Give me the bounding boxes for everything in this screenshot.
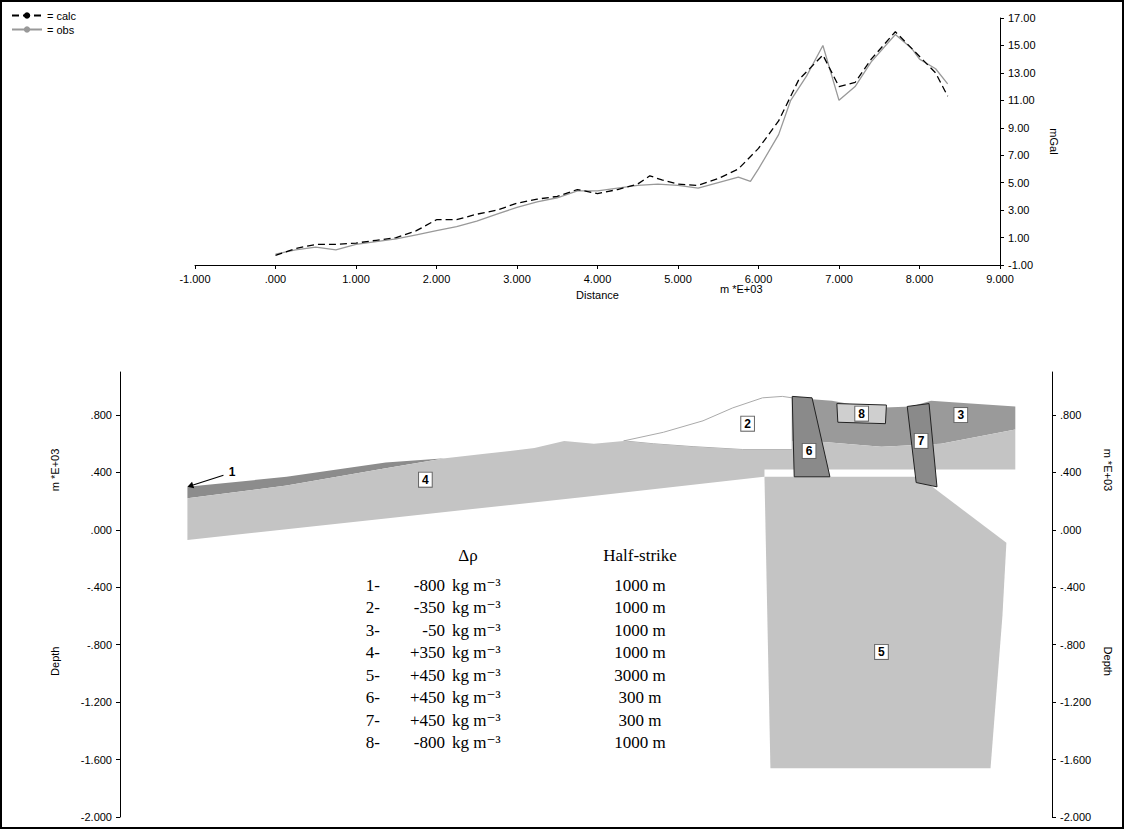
svg-text:kg m⁻³: kg m⁻³ [452, 711, 501, 730]
svg-text:-1.200: -1.200 [81, 696, 112, 708]
svg-text:15.00: 15.00 [1008, 39, 1036, 51]
svg-text:-800: -800 [414, 733, 445, 752]
svg-text:9.000: 9.000 [986, 273, 1014, 285]
svg-text:-1.200: -1.200 [1060, 696, 1091, 708]
svg-text:kg m⁻³: kg m⁻³ [452, 576, 501, 595]
svg-text:11.00: 11.00 [1008, 94, 1035, 106]
svg-text:2: 2 [744, 417, 751, 431]
svg-text:8: 8 [858, 407, 865, 421]
svg-text:1000 m: 1000 m [614, 643, 665, 662]
svg-text:-.800: -.800 [1060, 639, 1085, 651]
svg-text:kg m⁻³: kg m⁻³ [452, 733, 501, 752]
svg-text:+450: +450 [410, 666, 445, 685]
svg-text:kg m⁻³: kg m⁻³ [452, 688, 501, 707]
svg-text:1: 1 [229, 465, 236, 479]
svg-text:-50: -50 [422, 621, 445, 640]
svg-text:m *E+03: m *E+03 [720, 283, 763, 295]
svg-text:.000: .000 [91, 524, 112, 536]
svg-text:3.000: 3.000 [503, 273, 531, 285]
svg-text:Δρ: Δρ [458, 546, 477, 565]
svg-text:= calc: = calc [47, 10, 77, 22]
svg-text:7.000: 7.000 [825, 273, 853, 285]
svg-text:-1.600: -1.600 [81, 754, 112, 766]
svg-text:+350: +350 [410, 643, 445, 662]
svg-text:4: 4 [422, 473, 429, 487]
svg-text:1000 m: 1000 m [614, 576, 665, 595]
svg-text:3.00: 3.00 [1008, 204, 1029, 216]
svg-text:= obs: = obs [47, 24, 75, 36]
svg-text:-.400: -.400 [87, 581, 112, 593]
svg-text:kg m⁻³: kg m⁻³ [452, 666, 501, 685]
svg-text:-350: -350 [414, 598, 445, 617]
svg-text:Distance: Distance [576, 289, 619, 301]
svg-text:2-: 2- [366, 598, 381, 617]
svg-text:5.00: 5.00 [1008, 177, 1029, 189]
svg-text:.000: .000 [265, 273, 286, 285]
svg-text:m *E+03: m *E+03 [49, 449, 61, 492]
svg-text:3-: 3- [366, 621, 381, 640]
svg-text:Depth: Depth [49, 647, 61, 676]
svg-text:1.00: 1.00 [1008, 232, 1029, 244]
svg-text:+450: +450 [410, 688, 445, 707]
svg-text:5-: 5- [366, 666, 381, 685]
svg-text:8-: 8- [366, 733, 381, 752]
svg-text:4.000: 4.000 [584, 273, 612, 285]
svg-text:1.000: 1.000 [342, 273, 370, 285]
svg-text:4-: 4- [366, 643, 381, 662]
svg-text:.000: .000 [1060, 524, 1081, 536]
svg-text:.800: .800 [91, 409, 112, 421]
svg-text:1000 m: 1000 m [614, 733, 665, 752]
svg-text:mGal: mGal [1048, 128, 1060, 154]
svg-text:1000 m: 1000 m [614, 621, 665, 640]
svg-text:2.000: 2.000 [423, 273, 451, 285]
svg-text:.400: .400 [91, 466, 112, 478]
svg-text:17.00: 17.00 [1008, 12, 1036, 24]
svg-text:300 m: 300 m [619, 711, 662, 730]
svg-text:-1.600: -1.600 [1060, 754, 1091, 766]
svg-text:3: 3 [957, 408, 964, 422]
svg-text:-2.000: -2.000 [1060, 811, 1091, 823]
svg-text:kg m⁻³: kg m⁻³ [452, 598, 501, 617]
svg-text:Half-strike: Half-strike [603, 546, 677, 565]
svg-text:8.000: 8.000 [906, 273, 934, 285]
svg-text:9.00: 9.00 [1008, 122, 1029, 134]
svg-text:-2.000: -2.000 [81, 811, 112, 823]
svg-text:3000 m: 3000 m [614, 666, 665, 685]
svg-text:Depth: Depth [1102, 647, 1114, 676]
svg-text:-.800: -.800 [87, 639, 112, 651]
svg-text:5.000: 5.000 [664, 273, 692, 285]
svg-text:-.400: -.400 [1060, 581, 1085, 593]
svg-text:6.000: 6.000 [745, 273, 773, 285]
svg-text:1-: 1- [366, 576, 381, 595]
svg-text:6-: 6- [366, 688, 381, 707]
svg-text:5: 5 [878, 645, 885, 659]
svg-text:.400: .400 [1060, 466, 1081, 478]
svg-text:+450: +450 [410, 711, 445, 730]
svg-text:7: 7 [918, 434, 925, 448]
svg-text:6: 6 [806, 444, 813, 458]
svg-text:7.00: 7.00 [1008, 149, 1029, 161]
svg-text:1000 m: 1000 m [614, 598, 665, 617]
svg-text:m *E+03: m *E+03 [1102, 449, 1114, 492]
svg-text:300 m: 300 m [619, 688, 662, 707]
svg-text:7-: 7- [366, 711, 381, 730]
svg-text:-1.00: -1.00 [1008, 259, 1033, 271]
svg-text:kg m⁻³: kg m⁻³ [452, 621, 501, 640]
svg-text:13.00: 13.00 [1008, 67, 1036, 79]
svg-text:-1.000: -1.000 [179, 273, 210, 285]
svg-text:-800: -800 [414, 576, 445, 595]
svg-text:.800: .800 [1060, 409, 1081, 421]
svg-text:kg m⁻³: kg m⁻³ [452, 643, 501, 662]
